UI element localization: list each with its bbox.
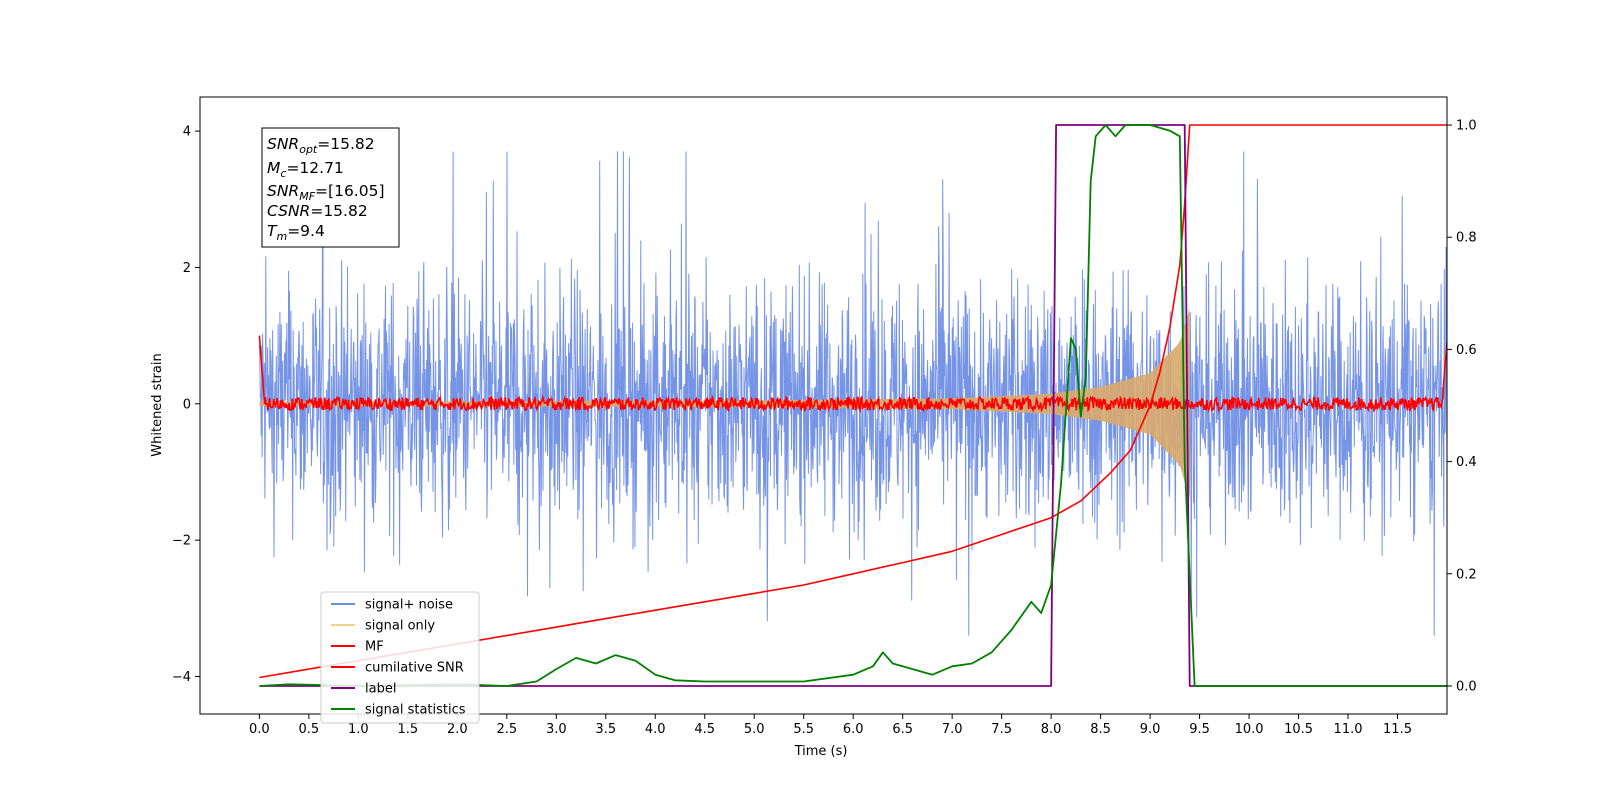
- series-signal-noise: [258, 151, 1447, 636]
- legend-frame: [320, 591, 480, 724]
- y-right-tick-label: 0.0: [1456, 679, 1477, 694]
- x-tick-label: 5.0: [744, 722, 765, 737]
- y-left-tick-label: −4: [172, 670, 191, 685]
- y-right-tick-label: 0.4: [1456, 455, 1477, 470]
- y-right-tick-label: 0.2: [1456, 567, 1477, 582]
- x-tick-label: 7.5: [991, 722, 1012, 737]
- x-tick-label: 9.0: [1140, 722, 1161, 737]
- snr-opt-text: SNRopt=15.82: [267, 135, 375, 156]
- series-signal-statistics: [259, 124, 1447, 687]
- x-tick-label: 7.0: [942, 722, 963, 737]
- legend-label: signal statistics: [365, 703, 466, 718]
- y-left-tick-label: −2: [172, 534, 191, 549]
- x-tick-label: 0.5: [299, 722, 320, 737]
- x-tick-label: 2.0: [447, 722, 468, 737]
- x-tick-label: 11.0: [1334, 722, 1363, 737]
- legend-label: MF: [365, 640, 384, 655]
- info-box: SNRopt=15.82 Mc=12.71 SNRMF=[16.05] CSNR…: [261, 127, 400, 248]
- mc-text: Mc=12.71: [267, 159, 344, 180]
- x-tick-label: 3.0: [546, 722, 567, 737]
- x-tick-label: 6.5: [892, 722, 913, 737]
- y-right-tick-label: 1.0: [1456, 119, 1477, 134]
- series-mf: [258, 335, 1447, 414]
- x-tick-label: 10.0: [1235, 722, 1264, 737]
- x-tick-label: 9.5: [1189, 722, 1210, 737]
- x-tick-label: 3.5: [595, 722, 616, 737]
- x-tick-label: 8.5: [1090, 722, 1111, 737]
- csnr-text: CSNR=15.82: [267, 202, 368, 220]
- x-tick-label: 4.5: [694, 722, 715, 737]
- x-tick-label: 1.0: [348, 722, 369, 737]
- x-tick-label: 11.5: [1383, 722, 1412, 737]
- legend-label: signal only: [365, 619, 435, 634]
- x-axis-label: Time (s): [794, 744, 848, 759]
- tm-text: Tm=9.4: [267, 222, 325, 243]
- x-tick-label: 5.5: [793, 722, 814, 737]
- x-tick-label: 4.0: [645, 722, 666, 737]
- x-tick-label: 0.0: [249, 722, 270, 737]
- y-left-tick-label: 2: [183, 261, 191, 276]
- legend-label: label: [365, 682, 396, 697]
- y-left-tick-label: 0: [183, 397, 191, 412]
- plot-frame: [199, 96, 1448, 715]
- info-box-frame: [261, 127, 400, 248]
- y-left-tick-label: 4: [183, 125, 191, 140]
- y-axis-label: Whitened strain: [150, 353, 165, 456]
- snr-mf-text: SNRMF=[16.05]: [267, 182, 385, 203]
- y-right-tick-label: 0.6: [1456, 343, 1477, 358]
- x-tick-label: 8.0: [1041, 722, 1062, 737]
- y-right-tick-label: 0.8: [1456, 231, 1477, 246]
- axis-layer: 0.0 0.5 1.0 1.5 2.0 2.5 3.0 3.5 4.0 4.5 5.0 5.5 6.0 6…: [172, 119, 1477, 737]
- x-tick-label: 2.5: [496, 722, 517, 737]
- x-tick-label: 1.5: [397, 722, 418, 737]
- x-tick-label: 6.0: [843, 722, 864, 737]
- legend: signal+ noise signal only MF cumilative SNR…: [320, 591, 480, 724]
- x-tick-label: 10.5: [1284, 722, 1313, 737]
- legend-label: signal+ noise: [365, 598, 453, 613]
- legend-label: cumilative SNR: [365, 661, 464, 676]
